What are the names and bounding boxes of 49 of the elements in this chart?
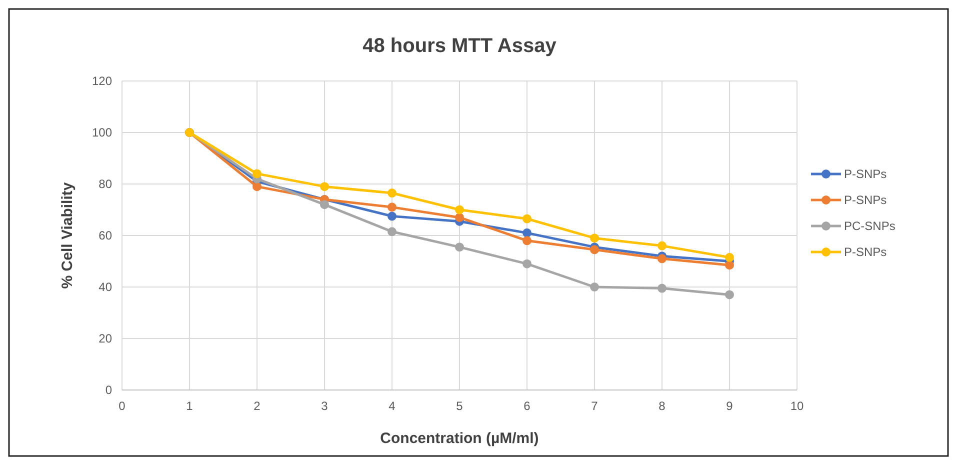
x-tick-label: 0: [118, 399, 126, 413]
point: [725, 290, 734, 300]
legend-label: PC-SNPs: [844, 219, 896, 234]
point: [252, 182, 262, 192]
y-tick-label: 20: [98, 332, 112, 346]
x-tick-label: 1: [186, 399, 194, 413]
y-axis-title: % Cell Viability: [59, 182, 76, 289]
point: [388, 202, 396, 212]
y-tick-label: 120: [92, 74, 112, 88]
point: [590, 245, 599, 254]
y-tick-label: 0: [105, 383, 112, 398]
point: [388, 227, 396, 236]
point: [725, 260, 734, 270]
x-tick-label: 10: [790, 399, 804, 413]
point: [725, 252, 734, 262]
point: [590, 282, 599, 292]
x-tick-label: 9: [726, 399, 734, 413]
point: [320, 182, 329, 192]
point: [522, 228, 532, 238]
point: [590, 234, 599, 243]
legend-label: P-SNPs: [844, 245, 887, 260]
x-tick-label: 5: [456, 399, 464, 413]
legend-label: P-SNPs: [844, 167, 887, 182]
point: [522, 259, 532, 268]
point: [388, 188, 396, 198]
point: [455, 205, 464, 214]
point: [658, 254, 666, 264]
y-tick-label: 80: [98, 177, 112, 192]
point: [388, 212, 396, 221]
x-axis-title: Concentration (µM/ml): [380, 430, 539, 447]
x-tick-label: 6: [524, 399, 531, 413]
point: [455, 242, 464, 252]
x-tick-label: 8: [658, 399, 666, 413]
point: [455, 212, 464, 222]
legend-label: P-SNPs: [844, 193, 887, 208]
y-tick-label: 40: [98, 280, 112, 294]
x-tick-label: 4: [388, 399, 396, 413]
x-tick-label: 7: [591, 399, 598, 413]
x-tick-label: 2: [254, 399, 261, 413]
point: [658, 284, 666, 293]
x-tick-label: 3: [321, 399, 328, 413]
point: [658, 241, 666, 250]
point: [320, 200, 329, 210]
point: [522, 214, 532, 224]
y-tick-label: 100: [92, 126, 112, 140]
point: [252, 169, 262, 178]
y-tick-label: 60: [98, 228, 112, 243]
chart-title: 48 hours MTT Assay: [362, 35, 558, 57]
point: [522, 236, 532, 246]
